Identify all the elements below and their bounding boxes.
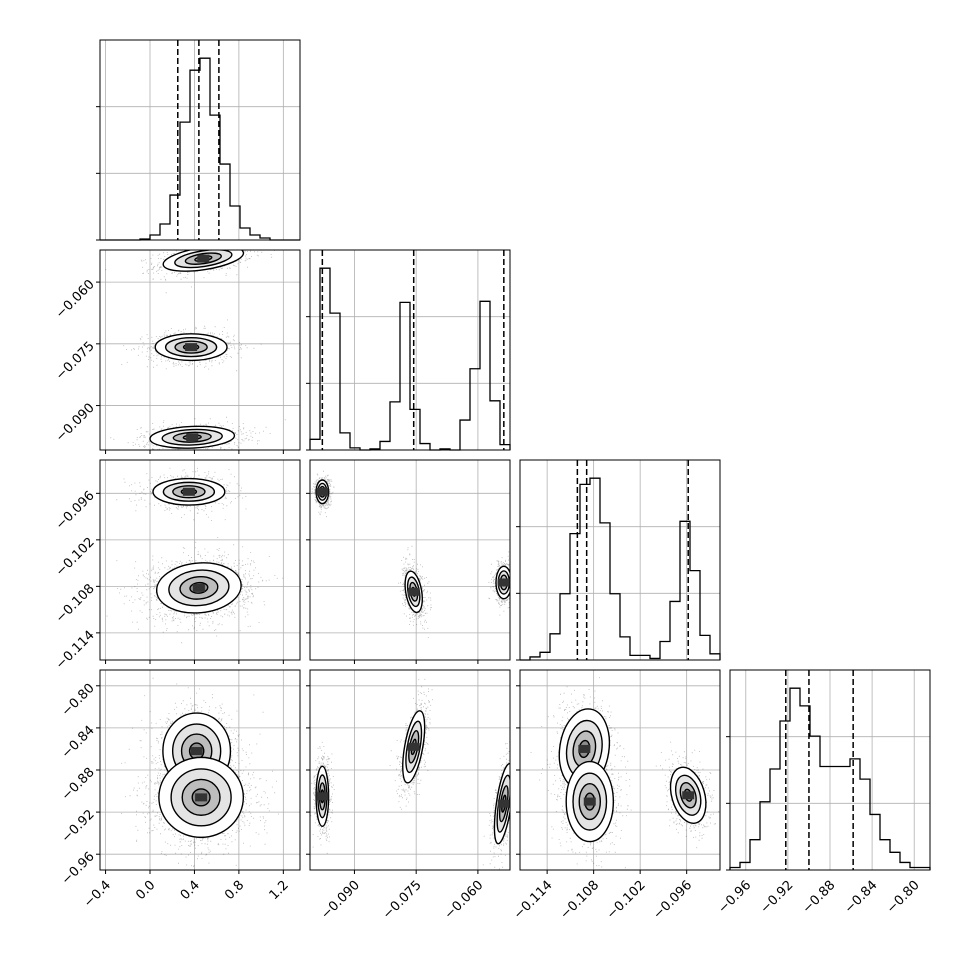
hist-3-frame (519, 459, 721, 661)
hist-1-frame (99, 39, 301, 241)
panel-4-3 (516, 669, 721, 874)
hist-panel-2 (306, 249, 511, 451)
x-tick-label-p2-0: −0.090 (318, 878, 363, 923)
panel-4-2-mode-3-peak (497, 799, 510, 808)
panel-4-2-frame (309, 669, 511, 871)
panel-4-1-content (121, 677, 279, 868)
panel-3-1-frame (99, 459, 301, 661)
panel-2-1-mode-1-peak (197, 254, 210, 263)
hist-panel-4 (726, 669, 931, 871)
panel-4-3-frame (519, 669, 721, 871)
y-tick-label-p4-1: −0.92 (59, 807, 98, 846)
panel-4-3-mode-1-peak (578, 744, 591, 753)
y-tick-label-p3-0: −0.114 (53, 628, 98, 673)
panel-2-1-mode-2-peak (185, 343, 198, 352)
panel-3-2-frame (309, 459, 511, 661)
panel-4-2-content (310, 678, 510, 870)
x-tick-label-p4-2: −0.88 (800, 878, 839, 917)
panel-2-1-content (105, 250, 286, 450)
hist-4-frame (729, 669, 931, 871)
x-tick-label-p3-3: −0.096 (651, 878, 696, 923)
panel-4-2 (306, 669, 511, 874)
panel-2-1-frame (99, 249, 301, 451)
hist-1-steps (100, 57, 300, 241)
panel-4-2-mode-1-peak (316, 792, 329, 801)
y-tick-label-p2-0: −0.090 (53, 401, 98, 446)
x-tick-label-p1-4: 1.2 (267, 878, 292, 903)
x-tick-label-p4-0: −0.96 (715, 878, 754, 917)
panel-4-2-mode-2-peak (407, 742, 420, 751)
x-tick-label-p1-2: 0.4 (178, 878, 203, 903)
x-tick-label-p4-3: −0.84 (842, 878, 881, 917)
x-tick-label-p2-1: −0.075 (380, 878, 425, 923)
x-tick-label-p1-1: 0.0 (133, 878, 158, 903)
panel-3-2-mode-3-peak (497, 578, 510, 587)
hist-4-steps (729, 687, 931, 870)
hist-panel-1 (96, 39, 301, 241)
panel-3-2-mode-2-peak (407, 587, 420, 596)
panel-4-1-frame (99, 669, 301, 871)
y-tick-label-p4-4: −0.80 (59, 681, 98, 720)
panel-4-3-mode-2-peak (583, 797, 596, 806)
x-tick-label-p1-3: 0.8 (222, 878, 247, 903)
panel-3-2-content (311, 470, 510, 638)
panel-3-1-content (106, 467, 284, 644)
panel-3-1 (96, 459, 301, 664)
panel-3-2-mode-1-peak (316, 487, 329, 496)
panel-4-3-content (530, 677, 720, 869)
panel-3-2 (306, 459, 511, 664)
y-tick-label-p2-2: −0.060 (53, 277, 98, 322)
hist-3-steps (520, 477, 721, 661)
panel-4-1 (96, 669, 301, 874)
y-tick-label-p4-2: −0.88 (59, 765, 98, 804)
panel-2-1 (96, 249, 301, 454)
x-tick-label-p2-2: −0.060 (442, 878, 487, 923)
panel-2-1-mode-3-peak (186, 433, 199, 442)
hist-panel-3 (516, 459, 721, 661)
hist-2-frame (309, 249, 511, 451)
x-tick-label-p3-0: −0.114 (511, 878, 556, 923)
y-tick-label-p3-2: −0.102 (53, 535, 98, 580)
y-tick-label-p4-3: −0.84 (59, 723, 98, 762)
y-tick-label-p3-1: −0.108 (53, 581, 98, 626)
y-tick-label-p2-1: −0.075 (53, 339, 98, 384)
y-tick-label-p3-3: −0.096 (53, 488, 98, 533)
x-tick-label-p4-1: −0.92 (758, 878, 797, 917)
x-tick-label-p4-4: −0.80 (884, 878, 923, 917)
panel-4-1-mode-1-peak (190, 747, 203, 756)
panel-3-1-mode-1-peak (182, 487, 195, 496)
x-tick-label-p3-1: −0.108 (558, 878, 603, 923)
hist-2-steps (309, 267, 511, 451)
panel-4-1-mode-2-peak (195, 793, 208, 802)
x-tick-label-p3-2: −0.102 (604, 878, 649, 923)
x-tick-label-p1-0: −0.4 (81, 878, 114, 911)
y-tick-label-p4-0: −0.96 (59, 849, 98, 888)
panel-3-1-mode-2-peak (192, 583, 205, 592)
panel-4-3-mode-3-peak (682, 791, 695, 800)
